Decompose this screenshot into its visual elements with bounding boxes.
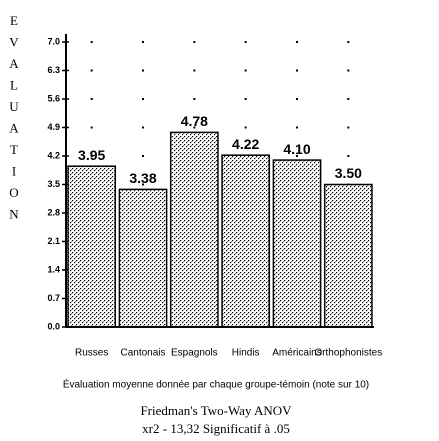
y-tick-label: 2.8 <box>47 207 60 217</box>
x-tick-label: Hindis <box>232 348 260 359</box>
bar <box>118 188 168 328</box>
annotation: Friedman's Two-Way ANOV <box>140 403 292 418</box>
value-label: 4.78 <box>181 113 208 129</box>
value-label: 4.22 <box>232 136 259 152</box>
x-tick-label: Espagnols <box>171 348 218 359</box>
x-tick-label: Russes <box>75 348 108 359</box>
bar <box>272 159 322 328</box>
bar <box>221 154 271 328</box>
value-label: 3.38 <box>129 170 156 186</box>
y-tick-label: 0.7 <box>47 293 60 303</box>
x-tick-label: Cantonais <box>120 348 165 359</box>
y-tick-label: 0.0 <box>47 321 60 331</box>
x-tick-label: Orthophonistes <box>314 348 382 359</box>
bar <box>67 165 117 328</box>
x-tick-label: Américains <box>272 348 321 359</box>
x-axis-label: Évaluation moyenne donnée par chaque gro… <box>63 378 369 391</box>
value-label: 3.95 <box>78 147 105 163</box>
y-tick-label: 1.4 <box>47 264 60 274</box>
value-label: 4.10 <box>283 141 310 157</box>
y-tick-label: 3.5 <box>47 179 60 189</box>
value-label: 3.50 <box>335 165 362 181</box>
bar <box>323 183 373 328</box>
annotation: xr2 - 13,32 Significatif à .05 <box>142 421 290 436</box>
y-tick-label: 4.9 <box>47 122 60 132</box>
bar <box>169 131 219 328</box>
y-tick-label: 7.0 <box>47 36 60 46</box>
y-tick-label: 4.2 <box>47 150 60 160</box>
y-tick-label: 6.3 <box>47 65 60 75</box>
y-tick-label: 2.1 <box>47 236 60 246</box>
y-tick-label: 5.6 <box>47 93 60 103</box>
